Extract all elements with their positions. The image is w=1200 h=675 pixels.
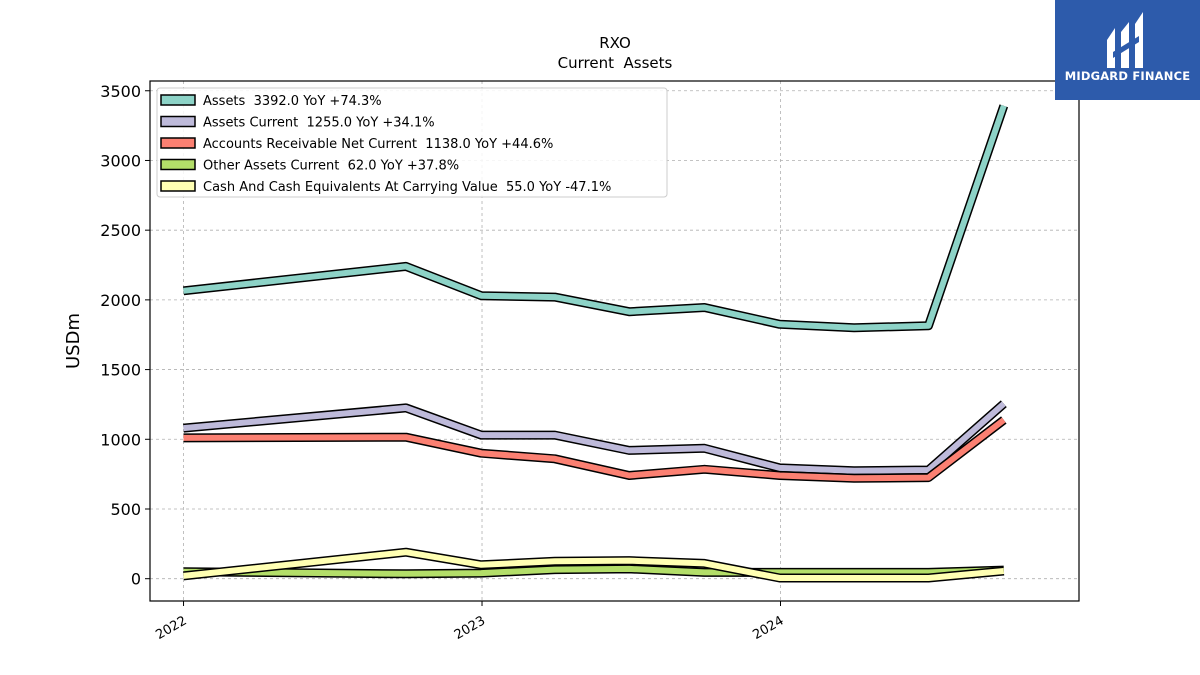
legend-entry: Accounts Receivable Net Current 1138.0 Y…	[203, 137, 553, 152]
y-ticks: 0 500 1000 1500 2000 2500 3000 3500	[100, 82, 150, 589]
legend-entry: Other Assets Current 62.0 YoY +37.8%	[203, 159, 459, 174]
plot-frame	[149, 80, 1080, 602]
series-lines	[183, 104, 1009, 583]
x-tick-label: 2023	[452, 613, 488, 643]
legend-swatch	[160, 137, 196, 149]
legend-swatch	[160, 94, 196, 106]
y-tick-label: 2000	[100, 291, 141, 310]
series-line	[183, 417, 1006, 482]
legend-entry: Cash And Cash Equivalents At Carrying Va…	[203, 180, 611, 195]
x-tick-label: 2024	[750, 613, 786, 643]
y-tick-label: 500	[110, 500, 141, 519]
x-ticks: 2022 2023 2024	[153, 601, 787, 643]
brand-logo-icon	[1107, 12, 1143, 68]
legend-swatch	[160, 115, 196, 128]
legend-box	[156, 87, 668, 198]
legend-swatch	[160, 158, 196, 171]
y-axis-label: USDm	[63, 313, 84, 369]
series-line	[183, 549, 1005, 581]
brand-logo: MIDGARD FINANCE	[1055, 0, 1200, 100]
brand-name: MIDGARD FINANCE	[1064, 69, 1191, 83]
x-tick-label: 2022	[153, 613, 189, 643]
series-line	[183, 565, 1004, 577]
y-tick-label: 3500	[100, 82, 141, 101]
y-tick-label: 2500	[100, 221, 141, 240]
series-line	[183, 104, 1007, 331]
legend-entry: Assets Current 1255.0 YoY +34.1%	[203, 116, 435, 131]
y-tick-label: 3000	[100, 151, 141, 170]
y-tick-label: 1500	[100, 361, 141, 380]
y-tick-label: 0	[131, 570, 141, 589]
legend: Assets 3392.0 YoY +74.3% Assets Current 1…	[156, 87, 668, 198]
chart-title: RXO	[599, 34, 631, 52]
series-line	[183, 401, 1006, 474]
legend-entry: Assets 3392.0 YoY +74.3%	[203, 94, 382, 109]
chart-subtitle: Current Assets	[558, 54, 673, 72]
legend-swatch	[160, 180, 196, 192]
y-tick-label: 1000	[100, 430, 141, 449]
